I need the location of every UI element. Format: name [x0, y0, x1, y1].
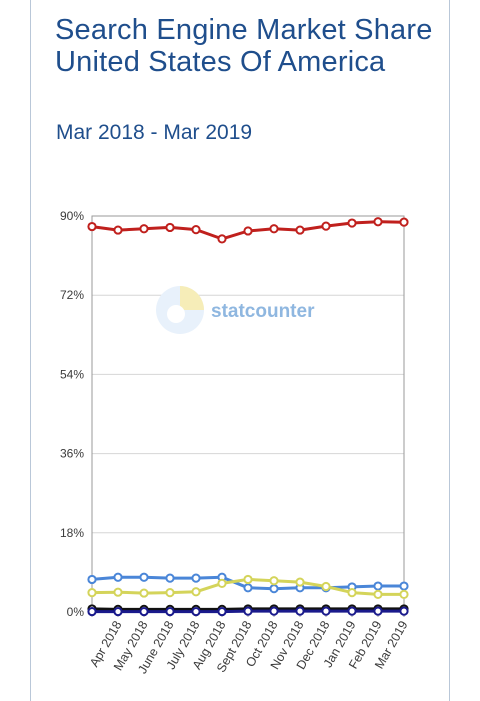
data-point[interactable] [217, 234, 227, 244]
statcounter-logo-icon [156, 286, 204, 334]
series-lines [87, 217, 409, 617]
data-point[interactable] [269, 576, 279, 586]
data-point[interactable] [399, 217, 409, 227]
chart-subtitle: Mar 2018 - Mar 2019 [56, 121, 253, 144]
data-point[interactable] [191, 573, 201, 583]
series-0 [87, 217, 409, 244]
chart-title: Search Engine Market Share United States… [55, 14, 433, 78]
y-tick-label: 90% [60, 209, 84, 223]
y-tick-label: 72% [60, 288, 84, 302]
data-point[interactable] [321, 221, 331, 231]
y-tick-label: 0% [67, 605, 85, 619]
data-point[interactable] [191, 606, 201, 617]
data-point[interactable] [87, 574, 97, 585]
data-point[interactable] [295, 606, 305, 616]
data-point[interactable] [347, 588, 357, 598]
data-point[interactable] [373, 581, 383, 591]
statcounter-logo-text: statcounter [211, 301, 315, 322]
data-point[interactable] [217, 578, 227, 589]
data-point[interactable] [87, 221, 97, 232]
data-point[interactable] [87, 588, 97, 598]
data-point[interactable] [87, 606, 97, 617]
data-point[interactable] [373, 589, 383, 600]
data-point[interactable] [139, 606, 149, 617]
data-point[interactable] [347, 218, 357, 228]
series-2 [87, 574, 409, 600]
data-point[interactable] [269, 606, 279, 616]
data-point[interactable] [113, 572, 123, 582]
data-point[interactable] [373, 217, 383, 227]
data-point[interactable] [347, 606, 357, 616]
data-point[interactable] [295, 577, 305, 587]
data-point[interactable] [139, 572, 149, 582]
data-point[interactable] [217, 606, 227, 617]
data-point[interactable] [165, 588, 175, 598]
data-point[interactable] [269, 224, 279, 234]
axes [91, 215, 405, 617]
y-tick-labels: 0% 18% 36% 54% 72% 90% [60, 209, 84, 619]
data-point[interactable] [295, 225, 305, 235]
data-point[interactable] [243, 574, 253, 585]
data-point[interactable] [269, 584, 279, 594]
data-point[interactable] [243, 583, 253, 593]
data-point[interactable] [399, 606, 409, 616]
data-point[interactable] [191, 587, 201, 597]
data-point[interactable] [399, 589, 409, 600]
data-point[interactable] [165, 606, 175, 617]
data-point[interactable] [321, 581, 331, 592]
data-point[interactable] [113, 587, 123, 597]
data-point[interactable] [113, 606, 123, 617]
data-point[interactable] [243, 606, 253, 616]
y-tick-label: 54% [60, 367, 84, 381]
grid-lines [92, 215, 404, 613]
y-tick-label: 18% [60, 526, 84, 540]
frame-left-border [30, 0, 31, 701]
plot-area-border [91, 215, 405, 613]
data-point[interactable] [165, 222, 175, 233]
series-4 [87, 606, 409, 617]
data-point[interactable] [243, 226, 253, 236]
y-tick-label: 36% [60, 447, 84, 461]
data-point[interactable] [113, 225, 123, 235]
data-point[interactable] [165, 573, 175, 583]
data-point[interactable] [321, 606, 331, 616]
data-point[interactable] [139, 224, 149, 234]
data-point[interactable] [139, 588, 149, 598]
data-point[interactable] [373, 606, 383, 616]
data-point[interactable] [191, 225, 201, 235]
frame-right-border [449, 0, 450, 701]
data-point[interactable] [399, 581, 409, 591]
statcounter-watermark: statcounter [156, 286, 315, 334]
